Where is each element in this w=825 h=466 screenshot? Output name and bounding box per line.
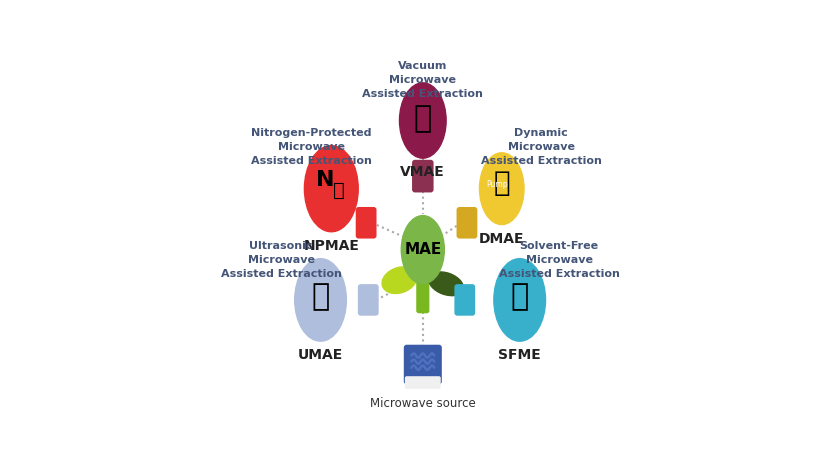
FancyBboxPatch shape	[456, 207, 478, 239]
Ellipse shape	[494, 259, 545, 341]
Text: N: N	[316, 170, 334, 190]
Ellipse shape	[401, 216, 445, 284]
Text: DMAE: DMAE	[479, 232, 525, 246]
FancyBboxPatch shape	[356, 207, 376, 239]
Ellipse shape	[479, 153, 524, 225]
Text: MAE: MAE	[404, 242, 441, 257]
Text: Solvent-Free
Microwave
Assisted Extraction: Solvent-Free Microwave Assisted Extracti…	[499, 241, 620, 279]
FancyBboxPatch shape	[412, 160, 434, 192]
Text: 🔵: 🔵	[493, 169, 510, 197]
Text: SFME: SFME	[498, 349, 541, 363]
Text: Nitrogen-Protected
Microwave
Assisted Extraction: Nitrogen-Protected Microwave Assisted Ex…	[251, 128, 372, 166]
FancyBboxPatch shape	[403, 345, 442, 384]
Text: VMAE: VMAE	[400, 165, 446, 179]
Text: 🌿: 🌿	[511, 282, 529, 311]
FancyBboxPatch shape	[405, 376, 441, 389]
Text: NPMAE: NPMAE	[304, 239, 359, 253]
FancyBboxPatch shape	[417, 279, 429, 313]
FancyBboxPatch shape	[455, 284, 475, 315]
Text: 🧪: 🧪	[332, 181, 344, 200]
Ellipse shape	[295, 259, 346, 341]
Text: 🧪: 🧪	[413, 104, 432, 133]
Text: Microwave source: Microwave source	[370, 397, 476, 410]
Text: 🔊: 🔊	[311, 282, 330, 311]
Text: Vacuum
Microwave
Assisted Extraction: Vacuum Microwave Assisted Extraction	[362, 62, 483, 99]
Ellipse shape	[429, 272, 464, 295]
Ellipse shape	[399, 83, 446, 158]
Text: Pump: Pump	[486, 179, 507, 189]
Text: Ultrasonic
Microwave
Assisted Extraction: Ultrasonic Microwave Assisted Extraction	[220, 241, 342, 279]
Ellipse shape	[382, 267, 417, 294]
Text: UMAE: UMAE	[298, 349, 343, 363]
Text: Dynamic
Microwave
Assisted Extraction: Dynamic Microwave Assisted Extraction	[481, 128, 601, 166]
FancyBboxPatch shape	[358, 284, 379, 315]
Ellipse shape	[304, 145, 358, 232]
